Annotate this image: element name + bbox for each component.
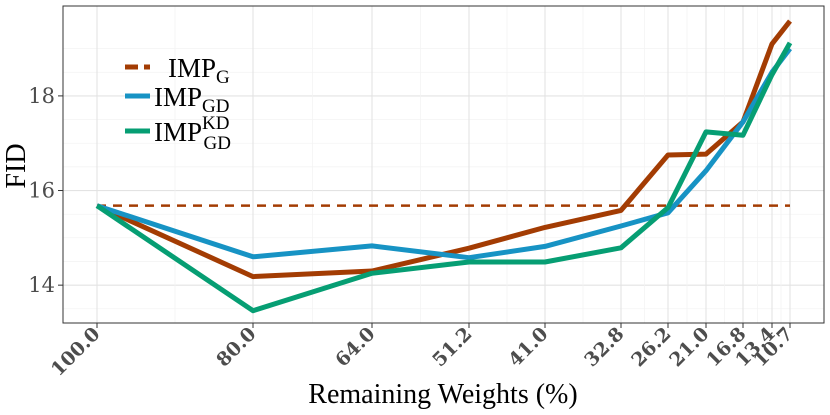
- plot-panel-border: [62, 5, 825, 324]
- grid: [63, 6, 824, 323]
- y-tick-label: 16: [28, 179, 55, 203]
- y-axis-title: FID: [1, 143, 32, 188]
- series-line-imp-g: [95, 19, 792, 280]
- series-layer: [95, 19, 793, 314]
- series-line-imp-gd: [96, 47, 792, 261]
- legend-label-1: IMPGD: [154, 82, 229, 117]
- y-tick-label: 14: [28, 273, 55, 297]
- legend-label-0: IMPG: [168, 53, 230, 88]
- series-line-imp-gd-kd: [95, 41, 793, 314]
- y-tick-label: 18: [28, 84, 55, 108]
- legend-label-2: IMPKD GD: [154, 113, 231, 154]
- x-axis-title: Remaining Weights (%): [308, 379, 577, 410]
